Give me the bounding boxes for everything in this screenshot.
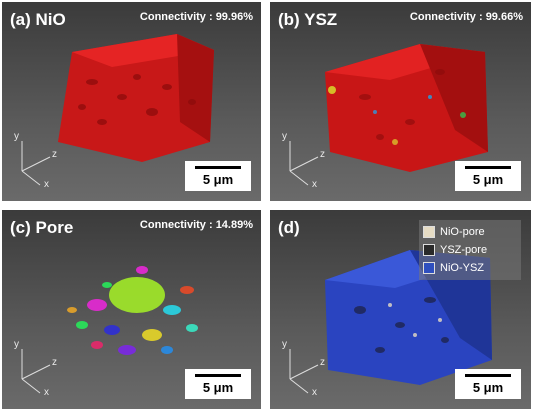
axis-y-label: y — [14, 131, 19, 142]
scale-bar: 5 μm — [185, 161, 251, 191]
axis-triad: y z x — [278, 131, 338, 191]
legend-label: YSZ-pore — [440, 244, 488, 256]
scale-label: 5 μm — [472, 380, 504, 395]
axis-y-label: y — [282, 339, 287, 350]
legend-item: YSZ-pore — [423, 241, 517, 259]
legend-label: NiO-pore — [440, 226, 485, 238]
scale-bar: 5 μm — [455, 369, 521, 399]
legend: NiO-pore YSZ-pore NiO-YSZ — [419, 220, 521, 280]
panel-label: (a) NiO — [10, 10, 66, 29]
panel-d-interfaces: (d) NiO-pore YSZ-pore NiO-YSZ y z x 5 μm — [270, 210, 531, 409]
axis-x-label: x — [44, 179, 49, 190]
legend-item: NiO-YSZ — [423, 259, 517, 277]
axis-triad: y z x — [10, 339, 70, 399]
axis-x-label: x — [44, 387, 49, 398]
axis-y-label: y — [14, 339, 19, 350]
axis-z-label: z — [52, 149, 57, 160]
legend-label: NiO-YSZ — [440, 262, 484, 274]
panel-label: (b) YSZ — [278, 10, 338, 29]
legend-swatch — [423, 262, 435, 274]
panel-b-ysz: (b) YSZ Connectivity : 99.66% y z x 5 μm — [270, 2, 531, 201]
panel-label: (d) — [278, 218, 300, 237]
scale-bar: 5 μm — [455, 161, 521, 191]
axis-x-label: x — [312, 179, 317, 190]
axis-y-label: y — [282, 131, 287, 142]
panel-a-nio: (a) NiO Connectivity : 99.96% y z x 5 μm — [2, 2, 261, 201]
axis-z-label: z — [320, 149, 325, 160]
pore-3d-render — [67, 266, 198, 355]
axis-x-label: x — [312, 387, 317, 398]
legend-swatch — [423, 244, 435, 256]
legend-swatch — [423, 226, 435, 238]
panel-c-pore: (c) Pore Connectivity : 14.89% y z x 5 μ… — [2, 210, 261, 409]
connectivity-value: Connectivity : 14.89% — [139, 219, 253, 231]
scale-label: 5 μm — [202, 380, 234, 395]
legend-item: NiO-pore — [423, 223, 517, 241]
scale-bar: 5 μm — [185, 369, 251, 399]
axis-z-label: z — [320, 357, 325, 368]
panel-label: (c) Pore — [10, 218, 74, 237]
nio-3d-render — [58, 34, 214, 162]
axis-triad: y z x — [10, 131, 70, 191]
scale-label: 5 μm — [472, 172, 504, 187]
axis-z-label: z — [52, 357, 57, 368]
connectivity-value: Connectivity : 99.66% — [409, 11, 523, 23]
connectivity-value: Connectivity : 99.96% — [139, 11, 253, 23]
scale-label: 5 μm — [202, 172, 234, 187]
axis-triad: y z x — [278, 339, 338, 399]
ysz-3d-render — [325, 44, 488, 172]
